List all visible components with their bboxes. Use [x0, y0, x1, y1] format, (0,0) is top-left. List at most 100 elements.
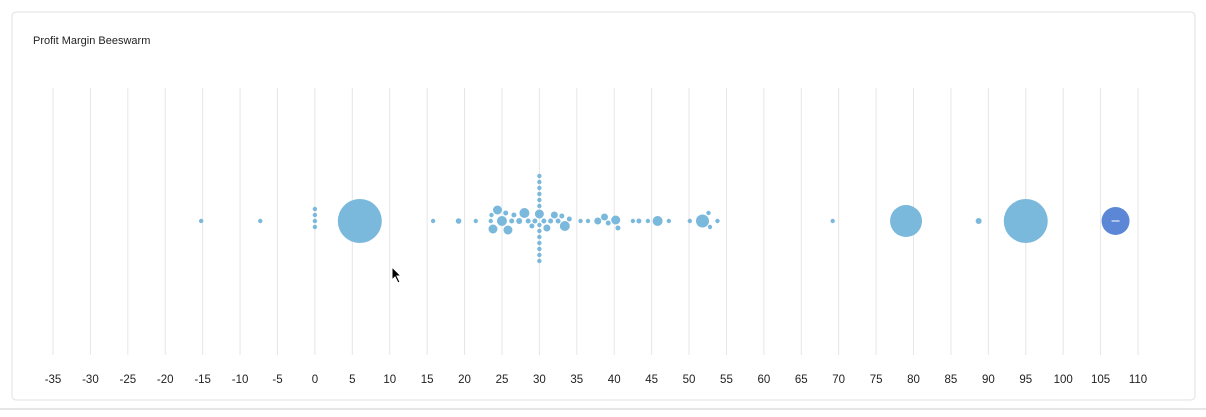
- point: [509, 218, 515, 224]
- point: [258, 218, 263, 224]
- x-tick-label: 45: [645, 374, 658, 386]
- point: [337, 199, 382, 243]
- point: [537, 246, 542, 252]
- x-tick-label: 95: [1019, 374, 1032, 386]
- point: [578, 218, 583, 224]
- point: [645, 218, 651, 224]
- point: [555, 218, 561, 224]
- card: [11, 11, 1196, 401]
- x-tick-label: 90: [982, 374, 995, 386]
- point: [537, 185, 542, 191]
- point: [696, 214, 710, 228]
- x-tick-label: 5: [349, 374, 355, 386]
- point: [198, 218, 204, 224]
- plot: -35 -30 -25 -20 -15 -10 -5 0 5 10 15 20 25 30 35 40 45 50…: [45, 88, 1147, 386]
- x-tick-label: 55: [720, 374, 733, 386]
- x-tick-label: -20: [157, 374, 174, 386]
- point: [559, 221, 570, 231]
- point: [496, 216, 507, 226]
- x-tick-label: 20: [458, 374, 471, 386]
- point: [537, 197, 542, 203]
- point: [519, 208, 530, 218]
- point: [455, 218, 462, 224]
- point: [537, 191, 542, 197]
- point: [488, 218, 493, 224]
- point: [503, 210, 509, 216]
- point: [489, 212, 494, 218]
- point: [707, 224, 713, 230]
- point: [430, 218, 436, 224]
- point: [975, 218, 982, 224]
- x-tick-label: 35: [570, 374, 583, 386]
- point: [890, 205, 923, 237]
- point: [605, 220, 611, 226]
- point: [541, 218, 547, 224]
- point: [532, 218, 538, 224]
- x-tick-label: 85: [945, 374, 958, 386]
- x-tick-label: 110: [1129, 374, 1147, 386]
- point: [548, 218, 554, 224]
- point: [666, 218, 672, 224]
- x-tick-label: -10: [232, 374, 249, 386]
- x-tick-label: 25: [496, 374, 509, 386]
- point: [585, 218, 591, 224]
- point: [615, 225, 621, 231]
- point: [511, 212, 517, 218]
- point: [636, 218, 642, 224]
- point: [537, 240, 542, 246]
- point: [537, 222, 542, 228]
- x-tick-label: 75: [870, 374, 883, 386]
- point: [830, 218, 835, 224]
- point: [312, 218, 318, 224]
- x-tick-label: 40: [608, 374, 621, 386]
- point: [715, 218, 720, 224]
- point: [594, 217, 602, 225]
- cursor: [391, 265, 403, 284]
- x-tick-label: 0: [312, 374, 318, 386]
- x-tick-label: 15: [421, 374, 434, 386]
- x-tick-label: 70: [832, 374, 845, 386]
- point: [559, 213, 565, 219]
- x-tick-label: -25: [120, 374, 137, 386]
- point: [537, 252, 542, 258]
- point: [600, 213, 608, 221]
- point: [473, 218, 478, 224]
- point: [687, 218, 692, 224]
- x-tick-label: -30: [82, 374, 99, 386]
- point: [516, 218, 523, 224]
- point: [537, 228, 542, 234]
- point: [1003, 199, 1048, 243]
- point: [492, 205, 502, 215]
- point: [525, 218, 531, 224]
- x-tick-label: 80: [907, 374, 920, 386]
- x-tick-label: 65: [795, 374, 808, 386]
- point: [529, 223, 535, 229]
- point: [706, 210, 711, 216]
- x-tick-label: 100: [1054, 374, 1073, 386]
- point: [537, 173, 542, 179]
- point: [537, 234, 542, 240]
- x-tick-label: -5: [272, 374, 282, 386]
- point: [611, 215, 621, 225]
- point: [312, 206, 318, 212]
- x-tick-label: 60: [757, 374, 770, 386]
- x-tick-label: 105: [1091, 374, 1110, 386]
- point: [488, 224, 498, 234]
- point: [537, 179, 542, 185]
- point: [537, 258, 542, 264]
- point: [630, 218, 636, 224]
- point: [566, 216, 572, 222]
- point: [652, 216, 663, 226]
- x-tick-label: 10: [383, 374, 396, 386]
- point: [543, 224, 551, 232]
- x-tick-label: 50: [683, 374, 696, 386]
- x-tick-label: 30: [533, 374, 546, 386]
- point: [537, 203, 542, 209]
- point: [550, 211, 558, 219]
- x-tick-label: -15: [194, 374, 211, 386]
- point: [312, 224, 318, 230]
- chart-title: Profit Margin Beeswarm: [33, 35, 150, 47]
- point: [312, 212, 318, 218]
- x-tick-label: -35: [45, 374, 62, 386]
